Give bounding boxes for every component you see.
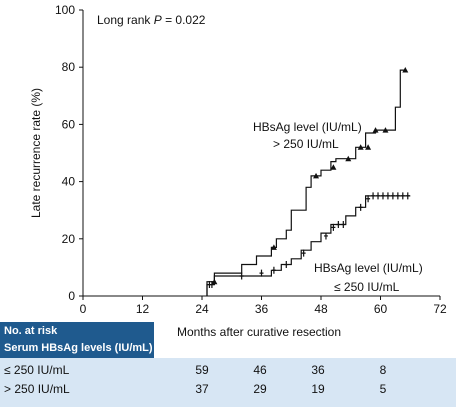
censor-mark <box>382 127 389 133</box>
censor-mark <box>284 261 289 269</box>
risk-value: 59 <box>195 363 209 377</box>
censor-mark <box>366 195 371 203</box>
censor-mark <box>395 192 400 200</box>
censor-mark <box>336 221 341 228</box>
x-tick-label: 24 <box>195 302 209 316</box>
censor-mark <box>400 192 405 200</box>
p-value-annotation: Long rank P = 0.022 <box>97 13 206 27</box>
risk-table-header-line2: Serum HBsAg levels (IU/mL) <box>4 342 153 354</box>
censor-mark <box>270 244 277 250</box>
y-tick-label: 60 <box>62 117 76 131</box>
censor-mark <box>330 164 337 170</box>
risk-table-header-line1: No. at risk <box>4 325 58 337</box>
censor-mark <box>301 249 306 257</box>
censor-mark <box>405 192 410 200</box>
risk-row-label-low: ≤ 250 IU/mL <box>4 363 70 377</box>
x-tick-label: 12 <box>136 302 150 316</box>
censor-mark <box>357 144 364 150</box>
censor-mark <box>209 281 214 289</box>
risk-table-band: ≤ 250 IU/mL 59 46 36 8 > 250 IU/mL 37 29… <box>0 358 456 407</box>
curves <box>206 67 411 296</box>
censor-mark <box>371 192 376 200</box>
censor-mark <box>376 192 381 200</box>
y-axis-label: Late recurrence rate (%) <box>29 88 43 218</box>
risk-value: 19 <box>311 382 325 396</box>
x-tick-label: 36 <box>255 302 269 316</box>
risk-value: 36 <box>311 363 325 377</box>
risk-row-label-high: > 250 IU/mL <box>4 382 70 396</box>
y-tick-label: 0 <box>68 289 75 303</box>
y-tick-label: 80 <box>62 60 76 74</box>
series-label-high-line2: > 250 IU/mL <box>273 137 339 151</box>
axes: 0 20 40 60 80 100 0 12 24 36 48 60 72 <box>55 3 447 316</box>
risk-value: 5 <box>379 382 387 396</box>
series-line-low <box>206 195 411 296</box>
y-tick-label: 40 <box>62 175 76 189</box>
censor-mark <box>259 269 264 277</box>
risk-value: 46 <box>253 363 267 377</box>
x-tick-label: 72 <box>433 302 447 316</box>
x-tick-label: 48 <box>314 302 328 316</box>
series-label-low-line1: HBsAg level (IU/mL) <box>314 261 423 275</box>
x-tick-label: 60 <box>374 302 388 316</box>
censor-mark <box>372 127 379 133</box>
risk-value: 8 <box>379 363 387 377</box>
censor-mark <box>402 67 409 73</box>
censor-mark <box>341 221 346 228</box>
y-tick-label: 100 <box>55 3 75 17</box>
censor-mark <box>323 232 328 240</box>
risk-value: 37 <box>195 382 209 396</box>
risk-table-header: No. at risk Serum HBsAg levels (IU/mL) <box>0 322 154 358</box>
series-label-low-line2: ≤ 250 IU/mL <box>334 280 400 294</box>
censor-mark <box>380 192 385 200</box>
x-tick-label: 0 <box>80 302 87 316</box>
risk-value: 29 <box>253 382 267 396</box>
y-tick-label: 20 <box>62 232 76 246</box>
censor-mark <box>271 266 276 274</box>
censor-mark <box>385 192 390 200</box>
censor-mark <box>331 223 336 231</box>
censor-mark <box>345 155 352 162</box>
censor-mark <box>365 144 372 150</box>
series-line-high <box>206 69 406 296</box>
series-label-high-line1: HBsAg level (IU/mL) <box>253 120 362 134</box>
x-axis-label: Months after curative resection <box>177 325 341 339</box>
censor-mark <box>239 272 244 280</box>
censor-mark <box>313 172 320 179</box>
censor-mark <box>358 203 363 211</box>
censor-mark <box>390 192 395 200</box>
